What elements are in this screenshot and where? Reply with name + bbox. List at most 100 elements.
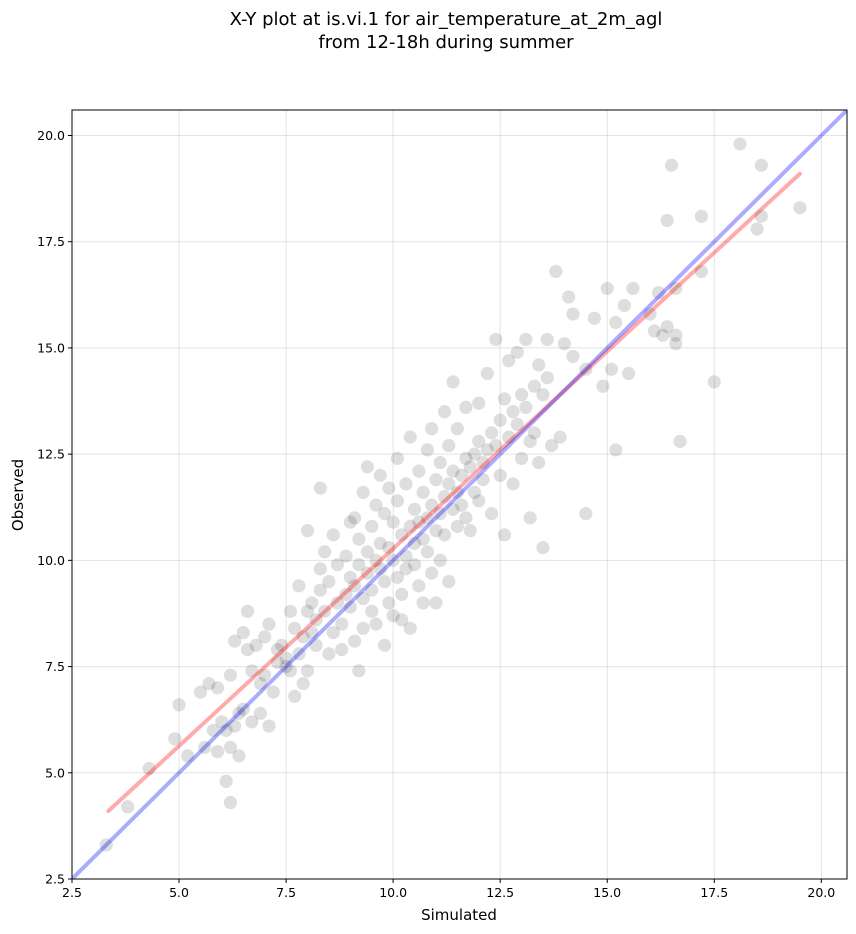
scatter-point	[181, 749, 195, 763]
scatter-point	[236, 702, 250, 716]
scatter-point	[467, 447, 482, 461]
scatter-point	[502, 430, 516, 444]
scatter-point	[296, 630, 310, 644]
scatter-point	[360, 460, 375, 474]
scatter-point	[352, 558, 366, 572]
scatter-point	[553, 430, 567, 444]
scatter-point	[339, 587, 353, 601]
scatter-point	[793, 201, 807, 215]
scatter-point	[399, 477, 413, 491]
scatter-point	[442, 477, 456, 491]
x-tick-label: 15.0	[593, 885, 621, 900]
scatter-point	[215, 715, 229, 729]
scatter-point	[326, 528, 340, 542]
scatter-point	[455, 468, 469, 482]
scatter-point	[373, 468, 387, 482]
scatter-point	[429, 524, 443, 538]
scatter-point	[223, 740, 238, 754]
scatter-point	[369, 553, 383, 567]
x-tick-label: 17.5	[700, 885, 728, 900]
scatter-point	[433, 456, 447, 470]
scatter-point	[292, 647, 306, 661]
scatter-point	[377, 507, 392, 521]
scatter-point	[660, 320, 674, 334]
scatter-point	[754, 209, 768, 223]
identity-line	[72, 110, 847, 879]
scatter-point	[420, 511, 434, 525]
scatter-point	[232, 706, 246, 720]
x-axis-ticks: 2.5 5.0 7.5 10.0 12.5 15.0 17.5 20.0	[62, 879, 835, 900]
chart-title: X-Y plot at is.vi.1 for air_temperature_…	[230, 9, 663, 53]
scatter-point	[694, 264, 709, 279]
scatter-point	[223, 795, 238, 810]
scatter-point	[437, 405, 452, 419]
scatter-point	[566, 307, 580, 321]
scatter-point	[459, 451, 473, 465]
scatter-point	[292, 579, 306, 593]
regression-line	[106, 171, 802, 814]
scatter-point	[455, 498, 469, 512]
scatter-point	[429, 473, 443, 487]
scatter-point	[485, 507, 499, 521]
scatter-point	[416, 485, 430, 499]
scatter-point	[750, 222, 764, 236]
y-axis-ticks: 2.5 5.0 7.5 10.0 12.5 15.0 17.5 20.0	[37, 128, 72, 887]
scatter-point	[373, 536, 387, 550]
scatter-point	[472, 396, 486, 410]
scatter-point	[343, 515, 357, 529]
scatter-point	[514, 451, 529, 465]
chart-title-line-1: X-Y plot at is.vi.1 for air_temperature_…	[230, 9, 663, 30]
scatter-point	[497, 528, 512, 542]
scatter-point	[343, 600, 357, 614]
scatter-point	[168, 732, 182, 746]
scatter-point	[326, 625, 340, 640]
scatter-point	[219, 774, 233, 788]
scatter-point	[626, 281, 640, 296]
scatter-point	[437, 490, 452, 504]
scatter-point	[318, 604, 332, 618]
scatter-point	[223, 668, 238, 682]
y-tick-label: 2.5	[45, 872, 65, 887]
scatter-point	[669, 328, 683, 342]
scatter-point	[347, 579, 362, 593]
scatter-point	[322, 647, 336, 661]
scatter-point	[476, 456, 490, 470]
scatter-point	[382, 541, 396, 555]
y-tick-label: 15.0	[37, 340, 65, 355]
scatter-point	[202, 676, 216, 691]
scatter-point	[562, 290, 576, 304]
scatter-point	[733, 137, 747, 151]
scatter-point	[664, 158, 679, 172]
scatter-point	[245, 715, 259, 729]
scatter-point	[390, 451, 405, 465]
x-tick-label: 10.0	[379, 885, 407, 900]
scatter-point	[206, 723, 220, 737]
scatter-point	[754, 158, 768, 172]
scatter-point	[121, 800, 135, 814]
scatter-point	[476, 473, 490, 487]
scatter-point	[347, 634, 362, 648]
scatter-point	[489, 332, 503, 347]
scatter-point	[305, 625, 319, 640]
scatter-point	[412, 579, 426, 593]
scatter-point	[335, 642, 349, 657]
scatter-point	[459, 400, 473, 415]
scatter-point	[390, 494, 405, 508]
scatter-point	[399, 562, 413, 576]
scatter-point	[356, 485, 370, 499]
scatter-point	[463, 460, 477, 474]
scatter-point	[245, 664, 259, 678]
scatter-point	[429, 596, 443, 610]
scatter-point	[459, 511, 473, 525]
y-axis-label: Observed	[9, 459, 27, 531]
scatter-point	[219, 723, 233, 737]
y-tick-label: 20.0	[37, 128, 65, 143]
scatter-point	[660, 213, 674, 228]
scatter-point	[609, 443, 623, 457]
scatter-point	[382, 481, 396, 495]
scatter-point	[532, 358, 546, 372]
scatter-point	[647, 324, 661, 338]
scatter-point	[382, 596, 396, 610]
scatter-point	[377, 574, 392, 589]
